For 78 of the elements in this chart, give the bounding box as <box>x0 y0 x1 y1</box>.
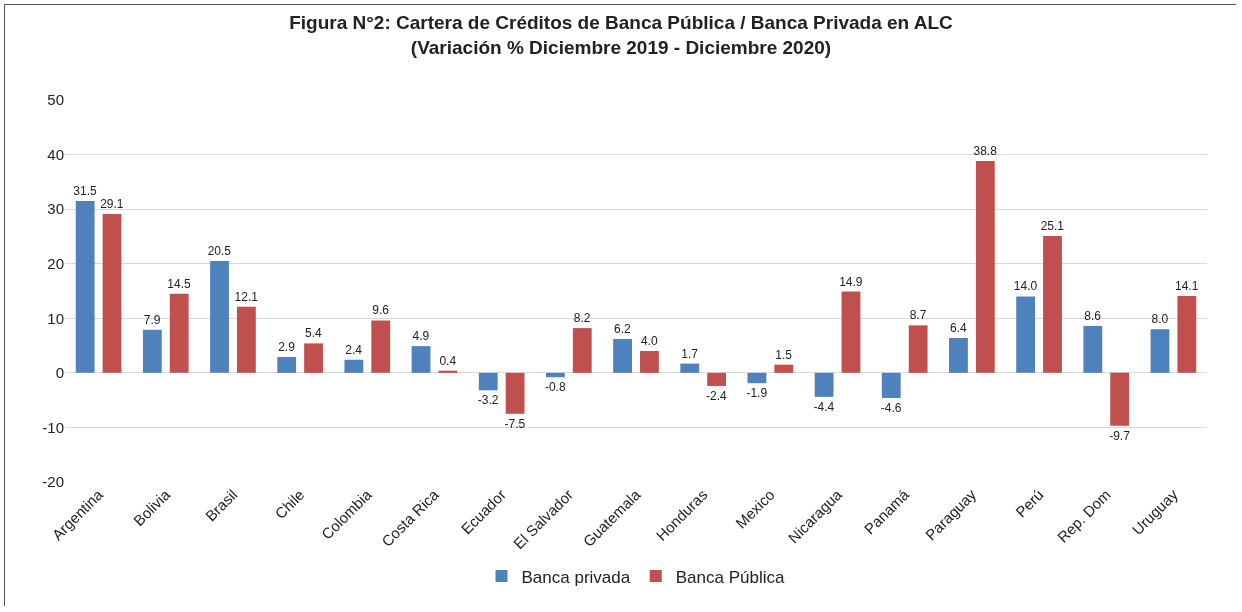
bar <box>1016 296 1036 373</box>
bar <box>75 200 95 373</box>
bar <box>545 372 565 378</box>
data-label: 20.5 <box>207 243 232 258</box>
bar <box>1043 235 1062 373</box>
y-tick-label: 20 <box>47 254 64 272</box>
bar <box>1083 325 1103 373</box>
data-label: 8.2 <box>573 311 591 326</box>
bar <box>142 329 162 373</box>
legend-label: Banca Pública <box>675 567 785 587</box>
y-tick-label: 10 <box>47 309 64 327</box>
bar <box>707 372 727 386</box>
data-label: 9.6 <box>372 303 390 318</box>
data-label: 14.5 <box>167 276 192 291</box>
bar <box>814 372 834 397</box>
data-label: 8.0 <box>1151 312 1169 327</box>
data-label: 4.9 <box>412 329 430 344</box>
bar <box>102 214 122 373</box>
y-tick-label: -10 <box>42 418 64 436</box>
data-label: 8.6 <box>1084 308 1102 323</box>
bar <box>1110 372 1130 426</box>
data-label: -4.4 <box>813 399 835 414</box>
data-label: 8.7 <box>909 308 927 323</box>
y-tick-label: -20 <box>42 473 64 491</box>
data-label: 7.9 <box>143 312 161 327</box>
data-label: 4.0 <box>640 334 658 349</box>
bar <box>169 293 189 373</box>
bar <box>774 364 794 373</box>
data-label: 2.4 <box>345 342 363 357</box>
bar <box>975 161 995 373</box>
data-label: 25.1 <box>1040 218 1065 233</box>
y-tick-label: 50 <box>47 91 64 109</box>
bar <box>411 346 431 373</box>
data-label: 6.2 <box>614 322 632 337</box>
bar <box>841 291 861 373</box>
bar <box>371 320 391 373</box>
bar <box>1150 329 1170 373</box>
bar <box>680 363 700 373</box>
bar <box>478 372 498 391</box>
data-label: 12.1 <box>234 289 259 304</box>
data-label: 0.4 <box>439 353 457 368</box>
bar <box>908 325 928 373</box>
bar <box>613 339 632 373</box>
data-label: 14.1 <box>1175 278 1199 293</box>
bar <box>236 306 256 373</box>
bar <box>881 372 901 398</box>
data-label: -7.5 <box>504 416 526 431</box>
data-label: 6.4 <box>949 320 967 335</box>
data-label: 14.0 <box>1013 279 1038 294</box>
bar <box>344 359 364 373</box>
chart-title: Figura N°2: Cartera de Créditos de Banca Pública / Banca Privada en ALC (Variación % Diciembre 2019 - Diciembre 2020) <box>289 12 954 58</box>
y-tick-label: 30 <box>47 200 64 218</box>
data-label: -3.2 <box>477 393 499 408</box>
bar <box>949 337 968 373</box>
data-label: -4.6 <box>880 400 902 415</box>
bar <box>505 372 525 414</box>
data-label: 2.9 <box>278 340 296 355</box>
data-label: -0.8 <box>544 380 566 395</box>
data-label: 38.8 <box>973 144 998 159</box>
y-tick-label: 40 <box>47 145 64 163</box>
data-label: 29.1 <box>100 197 124 212</box>
y-tick-label: 0 <box>55 364 64 382</box>
bar <box>640 351 659 373</box>
legend-label: Banca privada <box>521 567 631 587</box>
data-label: 1.5 <box>775 347 793 362</box>
data-label: 14.9 <box>839 274 863 289</box>
data-label: 31.5 <box>73 183 97 198</box>
data-label: 1.7 <box>681 346 699 361</box>
bar <box>572 328 592 373</box>
data-label: 5.4 <box>305 326 323 341</box>
data-label: -2.4 <box>706 388 728 403</box>
data-label: -9.7 <box>1109 428 1131 443</box>
bar <box>277 357 297 373</box>
data-label: -1.9 <box>746 386 768 401</box>
bar <box>210 260 229 373</box>
bar <box>304 343 323 373</box>
bar <box>747 372 767 384</box>
bar <box>1177 295 1197 373</box>
